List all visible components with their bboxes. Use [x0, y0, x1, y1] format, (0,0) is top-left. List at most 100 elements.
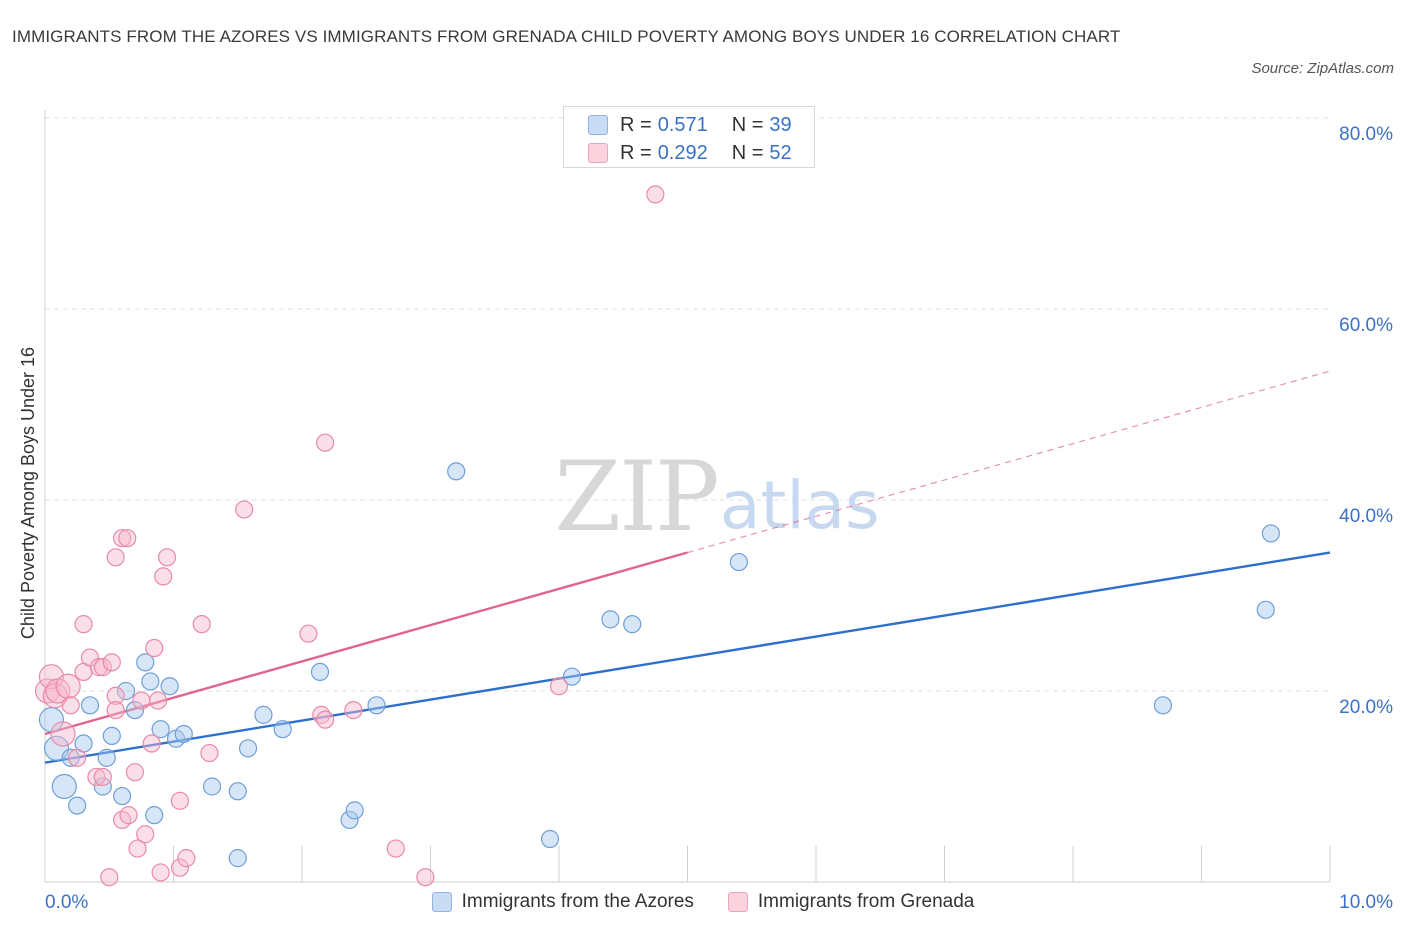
correlation-legend: R = 0.571 N = 39 R = 0.292 N = 52 [563, 106, 815, 168]
grenada-point [125, 763, 145, 782]
azores-point [273, 720, 292, 739]
azores-point [102, 726, 121, 745]
chart-title: IMMIGRANTS FROM THE AZORES VS IMMIGRANTS… [12, 27, 1121, 46]
azores-point [623, 615, 642, 634]
legend-label-azores: Immigrants from the Azores [461, 891, 694, 912]
grenada-point [93, 767, 112, 787]
grenada-point [87, 767, 106, 787]
azores-point [145, 806, 164, 825]
data-points [34, 185, 1280, 887]
grenada-point [102, 653, 121, 672]
azores-point [340, 810, 359, 830]
y-tick-label: 80.0% [1339, 124, 1393, 145]
azores-point [367, 696, 386, 715]
grenada-point [68, 748, 87, 767]
azores-point [51, 773, 77, 800]
correlation-row-azores: R = 0.571 N = 39 [588, 111, 792, 139]
grenada-point [55, 673, 81, 699]
grid-lines [45, 117, 1330, 692]
y-tick-label: 40.0% [1339, 506, 1393, 527]
grenada-point [128, 839, 147, 858]
grenada-point [154, 567, 173, 586]
azores-point [68, 796, 87, 815]
grenada-point [50, 721, 76, 747]
azores-swatch [588, 115, 608, 135]
azores-point [141, 672, 160, 691]
azores-point [160, 677, 179, 696]
azores-point [1153, 696, 1173, 715]
azores-point [116, 681, 136, 701]
azores-trend-line [44, 551, 1331, 764]
azores-point [1261, 524, 1280, 543]
x-tick-label: 10.0% [1339, 892, 1393, 913]
grenada-point [235, 500, 254, 519]
legend-item-azores[interactable]: Immigrants from the Azores [431, 891, 694, 913]
r-value: 0.292 [657, 141, 708, 164]
grenada-point [106, 548, 125, 567]
grenada-trend-line [44, 551, 688, 736]
legend-item-grenada[interactable]: Immigrants from Grenada [727, 891, 975, 913]
azores-point [601, 610, 620, 629]
grenada-point [112, 529, 132, 548]
tick-labels: 20.0% 40.0% 60.0% 80.0% 0.0% 10.0% [45, 124, 1393, 913]
azores-point [125, 700, 145, 720]
grenada-point [74, 615, 93, 634]
azores-point [729, 552, 749, 572]
correlation-row-grenada: R = 0.292 N = 52 [588, 139, 792, 167]
n-value: 52 [769, 141, 792, 164]
grenada-point [316, 710, 335, 729]
azores-point [136, 653, 155, 672]
azores-point [151, 720, 170, 739]
grenada-point [299, 624, 318, 643]
azores-point [61, 748, 80, 767]
n-label: N = [731, 141, 764, 164]
r-value: 0.571 [657, 113, 708, 136]
grenada-point [93, 658, 112, 677]
n-value: 39 [769, 113, 792, 136]
azores-point [228, 849, 247, 868]
watermark-atlas-text: atlas [720, 467, 880, 544]
watermark-zip-text: ZIP [554, 441, 717, 553]
trend-lines [44, 370, 1331, 764]
grenada-point [132, 691, 151, 710]
grenada-point [170, 858, 190, 877]
azores-point [97, 748, 116, 767]
grenada-point [118, 529, 137, 548]
azores-point [238, 739, 258, 758]
grenada-point [34, 678, 61, 704]
azores-point [112, 786, 132, 806]
azores-point [562, 667, 581, 686]
grenada-point [148, 691, 168, 710]
grenada-point [136, 825, 155, 844]
azores-point [1256, 600, 1275, 619]
grenada-point [157, 548, 177, 567]
azores-point [345, 801, 364, 820]
grenada-point [549, 677, 569, 696]
azores-point [93, 777, 112, 796]
grenada-point [38, 664, 65, 690]
grenada-point [646, 185, 665, 204]
grenada-point [119, 806, 138, 825]
azores-point [174, 724, 193, 744]
azores-point [310, 662, 330, 682]
legend-label-grenada: Immigrants from Grenada [757, 891, 975, 912]
grenada-point [106, 700, 125, 720]
grenada-point [61, 696, 80, 715]
grenada-swatch [588, 143, 608, 163]
n-label: N = [731, 113, 764, 136]
azores-point [540, 829, 560, 849]
grenada-point [386, 839, 405, 858]
grenada-point [145, 638, 164, 658]
y-tick-label: 60.0% [1339, 315, 1393, 336]
series-legend: Immigrants from the Azores Immigrants fr… [0, 888, 1406, 916]
azores-point [254, 705, 273, 724]
grenada-legend-swatch [727, 892, 748, 912]
watermark: ZIP atlas [554, 441, 879, 553]
grenada-point [192, 615, 211, 634]
azores-point [80, 696, 100, 715]
r-label: R = [620, 141, 652, 164]
grenada-trend-extension [687, 370, 1331, 554]
r-label: R = [620, 113, 652, 136]
azores-point [447, 462, 466, 481]
